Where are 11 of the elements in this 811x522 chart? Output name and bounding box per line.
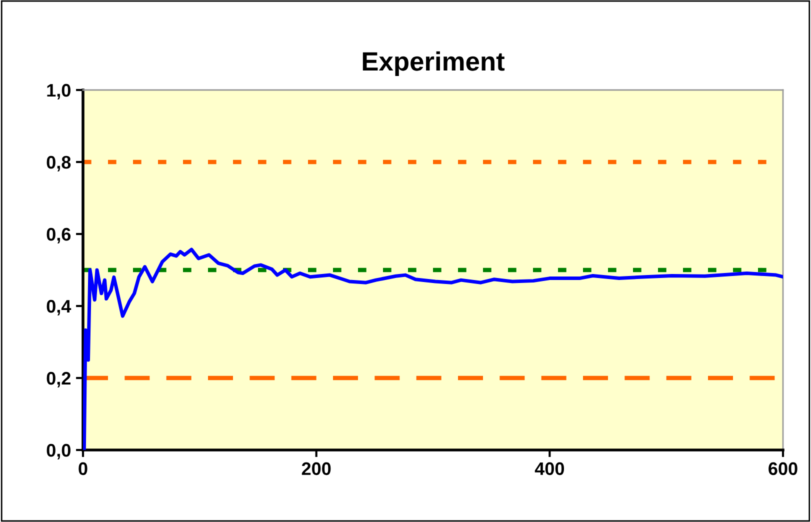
chart-title: Experiment [362,51,505,76]
y-tick-label: 0,4 [46,300,72,316]
x-tick-label: 200 [302,462,331,476]
x-tick-label: 400 [534,462,564,476]
y-tick-label: 0,2 [46,372,70,388]
y-tick-label: 0,6 [46,228,71,244]
y-tick-label: 0,0 [46,444,70,460]
x-tick-label: 600 [768,462,798,476]
y-tick-label: 0,8 [46,156,71,172]
x-tick-label: 0 [78,462,88,476]
y-tick-label: 1,0 [47,84,70,100]
